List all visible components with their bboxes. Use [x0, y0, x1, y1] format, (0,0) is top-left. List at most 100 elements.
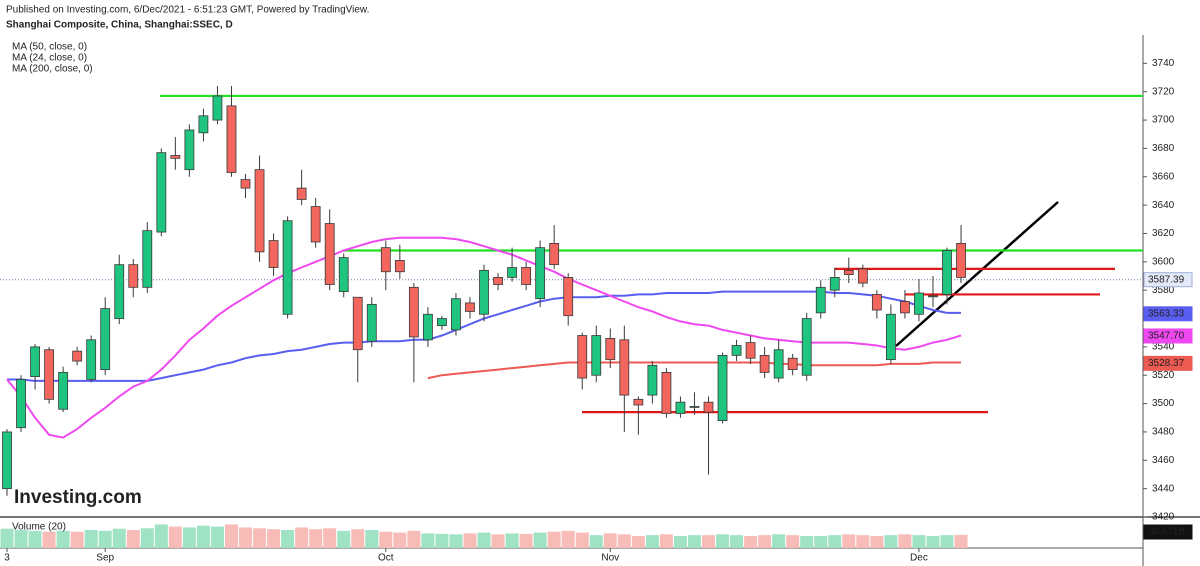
- volume-bar: [786, 535, 800, 548]
- volume-bar: [140, 528, 154, 548]
- volume-bar: [224, 524, 238, 548]
- volume-bar: [730, 535, 744, 548]
- y-tick-label: 3500: [1152, 398, 1175, 409]
- volume-bar: [337, 530, 351, 548]
- price-box: [1143, 328, 1193, 344]
- candle-body: [689, 406, 700, 408]
- candle-body: [338, 257, 349, 292]
- volume-bar: [182, 527, 196, 548]
- candle-body: [619, 339, 630, 396]
- volume-bar: [954, 534, 968, 548]
- candle-body: [451, 298, 461, 331]
- volume-bar: [168, 526, 182, 548]
- volume-bar: [0, 528, 14, 548]
- candle-body: [16, 379, 26, 429]
- candle-body: [2, 431, 12, 490]
- volume-bar: [463, 533, 477, 548]
- volume-bar: [940, 535, 954, 548]
- candle-body: [282, 220, 293, 315]
- volume-bar: [14, 530, 28, 548]
- volume-bar: [477, 532, 491, 548]
- candle-body: [759, 354, 770, 373]
- volume-bar: [744, 536, 758, 548]
- volume-bar: [673, 536, 687, 548]
- price-box-label: 3528.37: [1148, 358, 1185, 369]
- volume-bar: [547, 531, 561, 548]
- candle-body: [900, 301, 910, 314]
- candle-body: [100, 308, 111, 370]
- volume-bar: [393, 532, 407, 548]
- candle-body: [184, 129, 195, 171]
- candle-body: [240, 179, 251, 189]
- volume-bar: [702, 535, 715, 548]
- candle-body: [535, 247, 546, 300]
- candle-body: [675, 401, 686, 414]
- volume-bar: [210, 526, 224, 548]
- candle-body: [156, 152, 167, 233]
- candle-body: [493, 277, 503, 285]
- y-tick-label: 3740: [1152, 58, 1175, 69]
- candle-body: [871, 294, 882, 311]
- volume-bar: [828, 535, 842, 548]
- candle-body: [44, 349, 54, 400]
- candle-body: [843, 269, 854, 275]
- candle-body: [479, 269, 489, 315]
- candle-body: [885, 313, 896, 361]
- candle-body: [58, 371, 69, 410]
- volume-bar: [196, 525, 210, 548]
- price-box: [1143, 272, 1193, 288]
- candle-body: [72, 350, 83, 362]
- candle-body: [787, 357, 798, 370]
- volume-bar: [800, 536, 814, 548]
- volume-bar: [323, 528, 337, 548]
- volume-bar: [898, 534, 912, 548]
- volume-bar: [505, 533, 519, 548]
- volume-bar: [70, 531, 84, 548]
- logo: Investing.com: [14, 487, 142, 508]
- candle-body: [128, 264, 139, 288]
- candle-body: [422, 313, 433, 341]
- volume-bar: [589, 535, 603, 548]
- volume-bar: [126, 530, 140, 548]
- candle-body: [86, 339, 97, 380]
- candle-body: [394, 260, 405, 273]
- volume-bar: [842, 534, 856, 548]
- candle-body: [717, 354, 728, 422]
- price-box: [1143, 524, 1193, 540]
- volume-bar: [435, 533, 449, 548]
- x-tick-label: Sep: [96, 553, 114, 564]
- candle-body: [296, 187, 307, 200]
- ma-line: [427, 361, 961, 380]
- volume-bar: [421, 533, 435, 548]
- candle-body: [198, 115, 209, 134]
- y-tick-label: 3480: [1152, 427, 1175, 438]
- price-box-label: 3547.70: [1148, 331, 1185, 342]
- y-tick-label: 3660: [1152, 171, 1175, 182]
- y-tick-label: 3540: [1152, 342, 1175, 353]
- candle-body: [745, 342, 756, 359]
- candle-body: [408, 286, 419, 338]
- y-tick-label: 3440: [1152, 483, 1175, 494]
- volume-bar: [856, 535, 870, 548]
- candle-body: [549, 242, 560, 266]
- volume-bar: [309, 529, 323, 548]
- volume-bar: [575, 532, 589, 548]
- candle-body: [254, 169, 265, 253]
- volume-bar: [870, 536, 884, 548]
- volume-bar: [491, 534, 505, 548]
- candle-body: [773, 349, 784, 379]
- volume-bar: [449, 534, 463, 548]
- volume-bar: [645, 535, 659, 548]
- x-tick-label: 3: [4, 553, 10, 564]
- candle-body: [310, 206, 321, 243]
- price-box-label: 3563.33: [1148, 308, 1185, 319]
- volume-bar: [814, 536, 828, 548]
- price-box-label: 30.671B: [1148, 527, 1186, 538]
- volume-bar: [253, 528, 267, 548]
- candle-body: [801, 318, 812, 376]
- instrument-title: Shanghai Composite, China, Shanghai:SSEC…: [6, 20, 233, 31]
- candle-body: [366, 303, 377, 342]
- volume-bar: [758, 535, 772, 548]
- candle-body: [731, 345, 742, 356]
- candle-body: [465, 302, 475, 312]
